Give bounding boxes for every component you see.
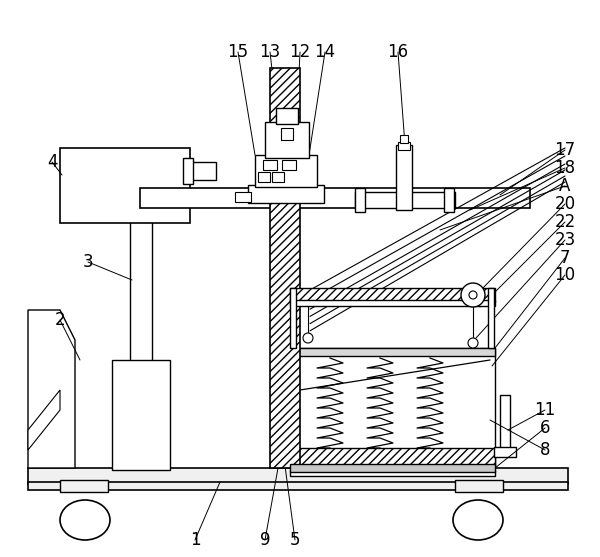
Bar (235, 192, 251, 202)
Bar (272, 172, 284, 182)
Bar (248, 185, 324, 203)
Bar (290, 300, 495, 306)
Bar (355, 192, 455, 208)
Text: 10: 10 (554, 266, 575, 284)
Bar (355, 188, 365, 212)
Bar (500, 395, 510, 450)
Bar (290, 288, 495, 302)
Ellipse shape (453, 500, 503, 540)
Bar (290, 348, 495, 466)
Text: 17: 17 (554, 141, 575, 159)
Bar (281, 128, 293, 140)
Bar (258, 172, 270, 182)
Bar (396, 145, 412, 210)
Text: A: A (559, 177, 571, 195)
Bar (28, 468, 568, 484)
Text: 13: 13 (259, 43, 281, 61)
Bar (494, 447, 516, 457)
Circle shape (303, 333, 313, 343)
Bar (265, 122, 309, 158)
Text: 22: 22 (554, 213, 575, 231)
Bar (488, 288, 494, 348)
Text: 18: 18 (554, 159, 575, 177)
Text: 8: 8 (540, 441, 550, 459)
Bar (444, 188, 454, 212)
Text: 14: 14 (314, 43, 335, 61)
Bar (398, 142, 410, 150)
Circle shape (469, 291, 477, 299)
Bar (276, 108, 298, 124)
Text: 1: 1 (190, 531, 200, 549)
Bar (290, 348, 495, 356)
Bar (183, 158, 193, 184)
Bar (290, 464, 495, 472)
Text: 3: 3 (83, 253, 94, 271)
Text: 11: 11 (535, 401, 556, 419)
Bar (282, 160, 296, 170)
Text: 16: 16 (388, 43, 409, 61)
Bar (290, 470, 495, 476)
Text: 7: 7 (560, 249, 570, 267)
Bar (140, 188, 530, 208)
Text: 4: 4 (47, 153, 57, 171)
Polygon shape (28, 390, 60, 450)
Bar (270, 68, 300, 468)
Bar (290, 448, 495, 466)
Bar (112, 360, 170, 470)
Circle shape (461, 283, 485, 307)
Bar (290, 288, 296, 348)
Bar (188, 162, 216, 180)
Text: 2: 2 (55, 311, 65, 329)
Text: 12: 12 (289, 43, 311, 61)
Polygon shape (28, 310, 75, 468)
Text: 5: 5 (290, 531, 300, 549)
Text: 20: 20 (554, 195, 575, 213)
Text: 9: 9 (260, 531, 270, 549)
Bar (60, 148, 190, 223)
Bar (130, 210, 152, 468)
Text: 15: 15 (227, 43, 248, 61)
Text: 6: 6 (540, 419, 550, 437)
Bar (28, 482, 568, 490)
Circle shape (468, 338, 478, 348)
Bar (263, 160, 277, 170)
Text: 23: 23 (554, 231, 575, 249)
Bar (255, 155, 317, 187)
Ellipse shape (60, 500, 110, 540)
Bar (400, 135, 408, 143)
Bar (455, 480, 503, 492)
Bar (60, 480, 108, 492)
